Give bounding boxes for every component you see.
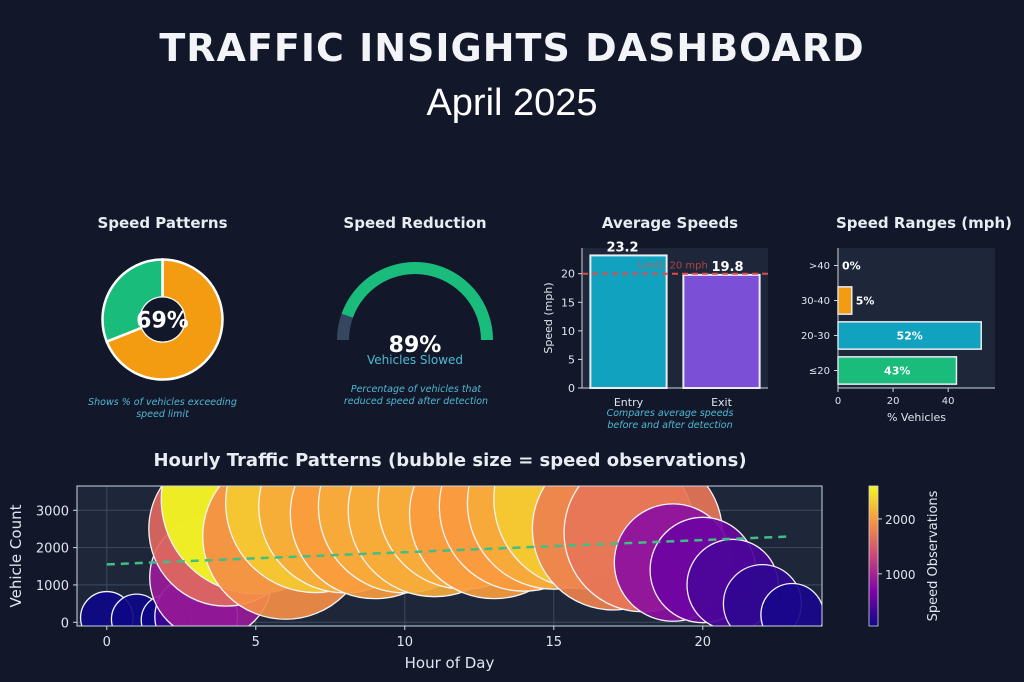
speed-patterns-note: Shows % of vehicles exceeding speed limi… <box>88 397 237 420</box>
ranges-category-label: >40 <box>809 261 830 272</box>
average-speeds-title: Average Speeds <box>601 214 739 232</box>
gauge-sub-label: Vehicles Slowed <box>367 353 463 367</box>
pie-slice-exceeding <box>105 258 224 381</box>
average-speeds-note: Compares average speeds before and after… <box>606 408 734 431</box>
speed-reduction-gauge: 89%Vehicles Slowed <box>337 262 493 367</box>
colorbar-label: Speed Observations <box>926 490 941 621</box>
hourly-traffic-title: Hourly Traffic Patterns (bubble size = s… <box>153 450 747 471</box>
hourly-traffic-chart: 0 5 10 15 20 0 1000 2000 3000 Hour of Day Vehicle … <box>7 485 941 672</box>
bubble-xtick-label: 20 <box>695 635 712 650</box>
bubble-ytick-label: 3000 <box>36 504 69 519</box>
bubble-xtick-label: 5 <box>252 635 260 650</box>
speed-ranges-chart: >40 0% 30-40 5% 20-30 52% ≤20 43% 0 20 40 % Vehicle… <box>801 248 995 424</box>
bubble-ytick-label: 2000 <box>36 542 69 557</box>
avg-limit-label: Limit: 20 mph <box>638 261 708 272</box>
avg-bar-exit <box>682 273 761 390</box>
bubble-point <box>760 582 822 626</box>
ranges-xtick-label: 20 <box>887 396 900 407</box>
dashboard-title: TRAFFIC INSIGHTS DASHBOARD <box>159 26 865 70</box>
ranges-value-label: 5% <box>856 295 875 308</box>
speed-patterns-pie: 69% <box>101 258 224 381</box>
gauge-value-label: 89% <box>389 333 442 358</box>
pie-hole <box>140 297 185 342</box>
avg-ytick-label: 15 <box>561 296 575 309</box>
speed-patterns-title: Speed Patterns <box>97 214 228 232</box>
bubble-ytick-label: 0 <box>61 616 69 631</box>
bubble-xtick-label: 10 <box>397 635 414 650</box>
bubble-ytick-label: 1000 <box>36 579 69 594</box>
ranges-bar <box>837 321 982 350</box>
ranges-category-label: 20-30 <box>801 331 830 342</box>
avg-ylabel: Speed (mph) <box>542 282 555 353</box>
bubble-xtick-label: 15 <box>546 635 563 650</box>
gauge-fill <box>341 262 493 341</box>
bubble-trend-line <box>106 535 793 566</box>
bubble-frame <box>76 485 823 627</box>
avg-xtick-label: Exit <box>711 396 733 409</box>
ranges-value-label: 52% <box>896 330 922 343</box>
speed-reduction-note: Percentage of vehicles that reduced spee… <box>343 384 489 407</box>
avg-ytick-label: 5 <box>568 353 575 366</box>
bubble-ylabel: Vehicle Count <box>7 504 25 607</box>
avg-value-label: 23.2 <box>606 240 638 255</box>
avg-ytick-label: 10 <box>561 325 575 338</box>
speed-reduction-title: Speed Reduction <box>343 214 487 232</box>
ranges-value-label: 0% <box>842 260 861 273</box>
avg-ytick-label: 20 <box>561 268 575 281</box>
bubble-xtick-label: 0 <box>103 635 111 650</box>
pie-slice-within <box>101 258 164 344</box>
bubble-xlabel: Hour of Day <box>405 654 495 672</box>
speed-ranges-title: Speed Ranges (mph) <box>835 214 1012 232</box>
ranges-xlabel: % Vehicles <box>887 411 946 424</box>
bubble-layer <box>79 486 822 626</box>
colorbar <box>868 485 879 627</box>
avg-ytick-label: 0 <box>568 382 575 395</box>
ranges-xtick-label: 40 <box>942 396 955 407</box>
pie-center-label: 69% <box>136 309 189 334</box>
ranges-value-label: 43% <box>884 365 910 378</box>
ranges-xtick-label: 0 <box>835 396 841 407</box>
ranges-bar <box>837 286 853 315</box>
ranges-category-label: ≤20 <box>809 366 830 377</box>
colorbar-tick-label: 2000 <box>885 513 916 527</box>
ranges-bar <box>837 356 958 385</box>
avg-xtick-label: Entry <box>614 396 644 409</box>
avg-value-label: 19.8 <box>711 260 743 275</box>
ranges-category-label: 30-40 <box>801 296 830 307</box>
gauge-track <box>337 262 493 341</box>
colorbar-tick-label: 1000 <box>885 568 916 582</box>
dashboard-subtitle: April 2025 <box>426 82 598 124</box>
avg-bar-entry <box>589 254 668 389</box>
